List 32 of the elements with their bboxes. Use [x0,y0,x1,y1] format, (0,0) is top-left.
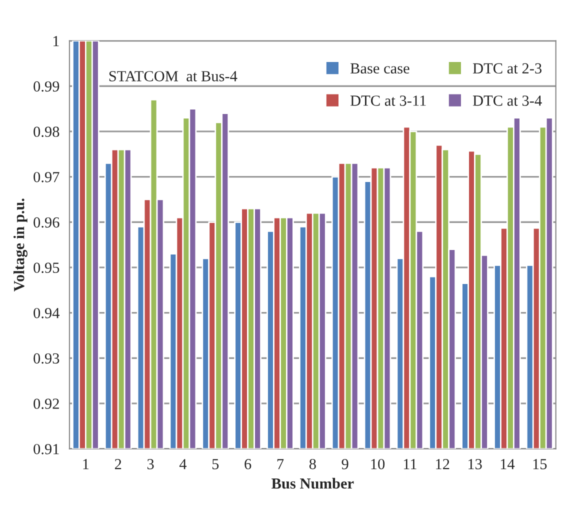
x-tick-label: 1 [83,459,89,470]
y-tick-label: 0.94 [34,308,60,318]
x-tick-label: 2 [114,459,122,470]
x-tick-label: 7 [277,459,284,470]
x-tick-label: 8 [309,458,316,470]
y-tick-label: 0.96 [34,217,60,228]
y-tick-label: 0.93 [34,353,60,364]
x-tick-label: 3 [147,459,154,470]
y-tick-label: 0.98 [34,126,60,137]
x-tick-label: 9 [342,459,348,470]
x-tick-label: 5 [212,459,219,470]
y-tick-label: 1 [53,36,59,46]
x-tick-label: 13 [468,459,482,470]
legend-label: DTC at 3-4 [472,96,542,106]
x-tick-label: 6 [244,459,252,470]
x-axis-title: Bus Number [272,478,354,489]
legend-label: DTC at 3-11 [350,96,426,106]
y-tick-label: 0.91 [34,444,59,454]
legend-label: Base case [350,63,410,74]
x-tick-label: 12 [436,459,450,470]
annotation: STATCOM at Bus-4 [109,71,238,82]
x-tick-label: 4 [179,459,187,470]
y-tick-label: 0.95 [34,262,60,273]
y-tick-label: 0.97 [34,172,60,182]
y-tick-label: 0.99 [34,81,60,92]
y-axis-title: Voltage in p.u. [13,198,28,292]
x-tick-label: 14 [500,459,515,470]
y-tick-label: 0.92 [34,398,59,409]
legend-label: DTC at 2-3 [472,63,542,74]
x-tick-label: 15 [533,459,547,470]
x-tick-label: 10 [371,458,385,470]
x-tick-label: 11 [404,459,416,470]
